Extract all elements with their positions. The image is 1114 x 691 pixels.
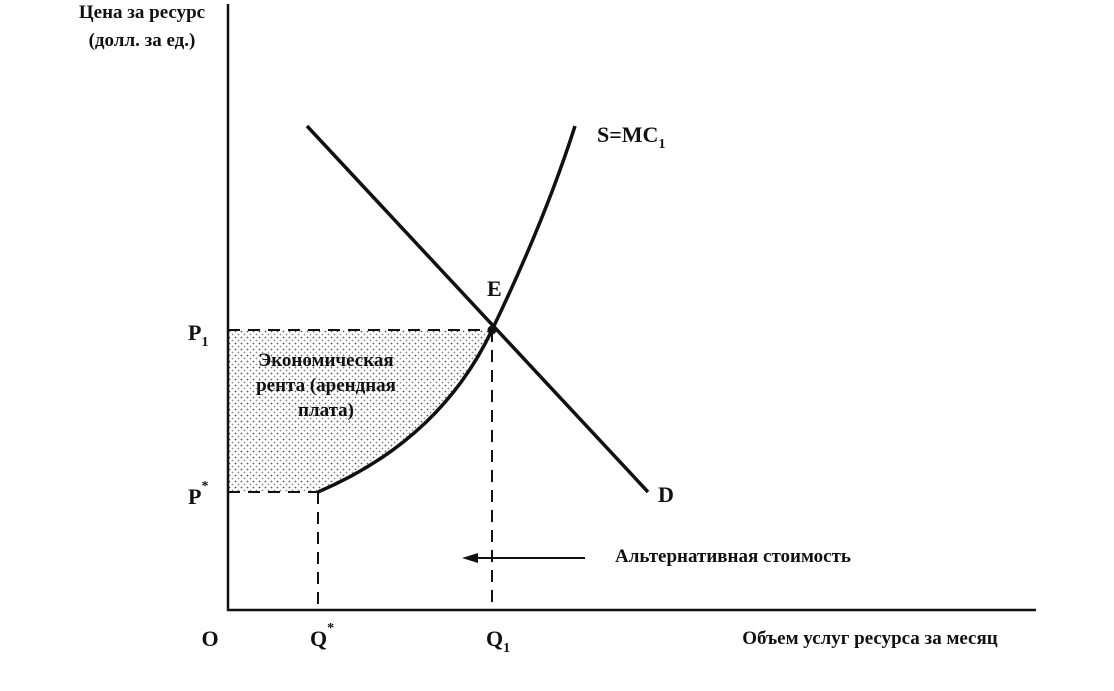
pstar-sup: * [201,479,208,494]
q1-sub: 1 [503,641,510,656]
demand-label: D [658,482,674,507]
arrow-head [462,553,478,563]
area-label: Экономическая [258,350,393,371]
qstar-name: Q [310,626,327,651]
p1-sub: 1 [201,335,208,350]
pstar-label: P* [188,479,208,509]
area-label: плата) [298,400,354,421]
qstar-label: Q* [310,621,334,651]
supply-sub: 1 [658,137,665,152]
qstar-sup: * [327,621,334,636]
area-label: рента (арендная [256,375,396,396]
pstar-name: P [188,484,201,509]
p1-label: P1 [188,320,208,350]
equilibrium-label: E [487,276,502,301]
annotation: Альтернативная стоимость [615,546,851,567]
origin: O [201,626,218,651]
q1-label: Q1 [486,626,510,656]
q1-name: Q [486,626,503,651]
x-label: Объем услуг ресурса за месяц [742,628,997,649]
y-label: (долл. за ед.) [89,30,196,51]
y-label: Цена за ресурс [79,2,205,23]
p1-name: P [188,320,201,345]
supply-name: S=MC [597,122,658,147]
demand-curve [305,124,650,494]
rent-area [228,330,492,492]
supply-label: S=MC1 [597,122,665,152]
equilibrium-point [487,325,497,335]
